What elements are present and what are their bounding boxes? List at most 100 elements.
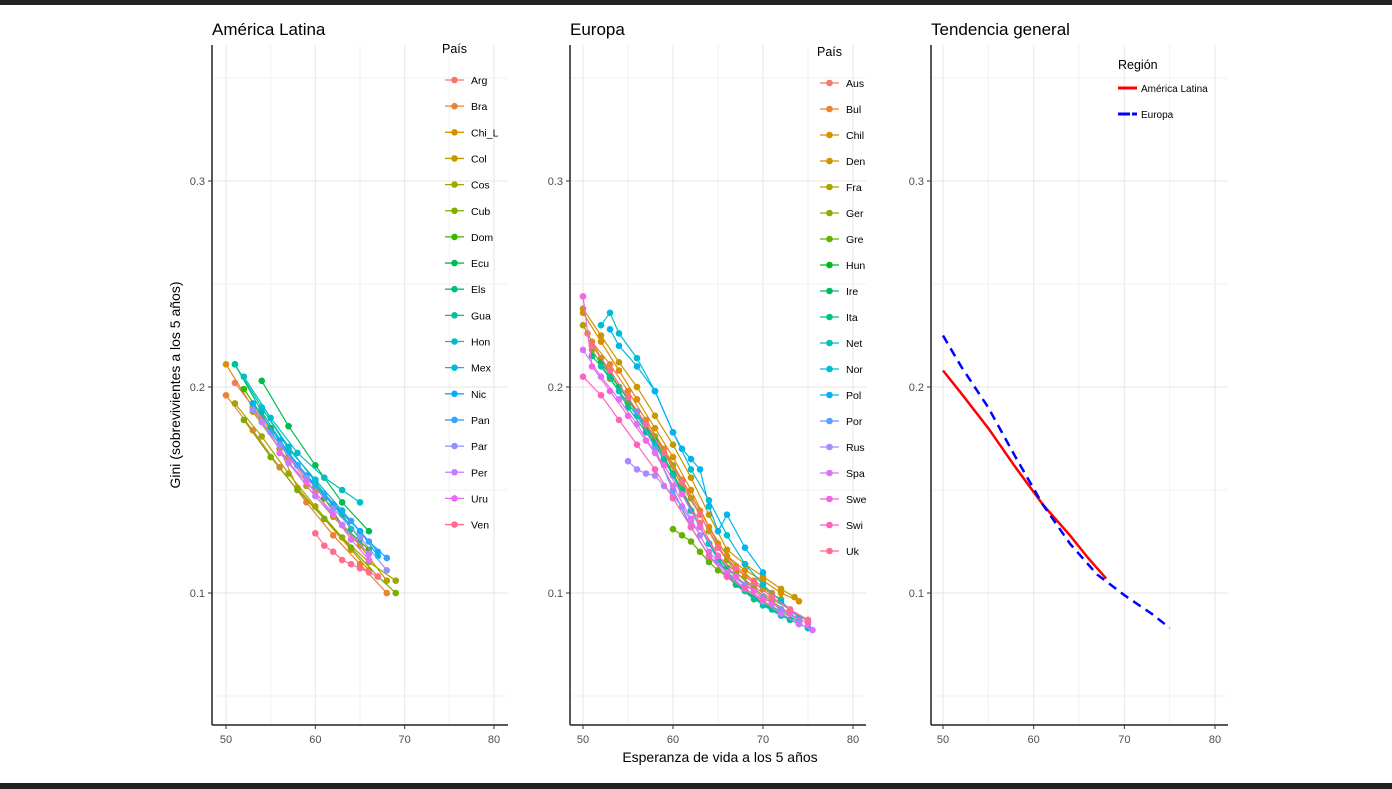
data-point-hon bbox=[356, 499, 364, 506]
legend-label: Ven bbox=[471, 520, 489, 532]
data-point-spa bbox=[795, 620, 803, 628]
data-point-spa bbox=[687, 515, 695, 523]
legend-label: Nor bbox=[846, 364, 863, 376]
data-point-ven bbox=[320, 542, 328, 549]
series-line-cub bbox=[243, 419, 397, 594]
legend-label: Ire bbox=[846, 286, 858, 298]
data-point-den bbox=[651, 412, 659, 420]
data-point-ven bbox=[365, 569, 373, 576]
legend-key-point bbox=[826, 547, 833, 555]
legend-label: Mex bbox=[471, 363, 492, 375]
top-border bbox=[0, 0, 1392, 5]
data-point-nic bbox=[374, 548, 382, 556]
legend-label: Den bbox=[846, 156, 865, 168]
panel-title: América Latina bbox=[212, 20, 326, 39]
data-point-net bbox=[597, 363, 605, 370]
legend-key-point bbox=[451, 495, 458, 502]
legend-key-point bbox=[826, 287, 833, 295]
data-point-ven bbox=[329, 548, 337, 556]
data-point-net bbox=[615, 387, 623, 395]
legend-label: Ger bbox=[846, 208, 864, 220]
legend-key-point bbox=[451, 76, 458, 84]
y-tick-label: 0.1 bbox=[548, 588, 563, 600]
data-point-chi_l bbox=[222, 361, 230, 368]
panel-0: 50 60 70 80 0.1 0.2 0.3 América Latina País Arg Br… bbox=[190, 20, 508, 746]
data-point-gua bbox=[347, 525, 355, 533]
data-point-uk bbox=[660, 449, 668, 457]
legend-key-point bbox=[826, 131, 833, 139]
legend-key-point bbox=[826, 157, 833, 165]
data-point-den bbox=[669, 441, 677, 448]
data-point-swi bbox=[705, 552, 713, 560]
data-point-chil bbox=[795, 597, 803, 605]
data-point-nor bbox=[606, 309, 614, 317]
data-point-ecu bbox=[258, 377, 266, 385]
data-point-hon bbox=[320, 474, 328, 481]
data-point-pol bbox=[696, 466, 704, 473]
x-tick-label: 60 bbox=[667, 734, 679, 746]
data-point-cos bbox=[392, 577, 400, 584]
data-point-nor bbox=[687, 466, 695, 473]
data-point-uk bbox=[588, 342, 596, 350]
data-point-per bbox=[338, 521, 346, 529]
data-point-pol bbox=[651, 387, 659, 395]
x-axis-title: Esperanza de vida a los 5 años bbox=[622, 749, 817, 765]
data-point-pan bbox=[365, 538, 373, 545]
legend-key-point bbox=[826, 105, 833, 113]
legend-label: Hon bbox=[471, 337, 490, 349]
data-point-uk bbox=[786, 606, 794, 613]
data-point-swe bbox=[768, 600, 776, 607]
legend-label: Uk bbox=[846, 546, 860, 558]
data-point-bra bbox=[383, 589, 391, 597]
x-tick-label: 60 bbox=[309, 734, 321, 746]
data-point-mex bbox=[312, 476, 319, 484]
data-point-uk bbox=[732, 564, 740, 572]
legend-key-point bbox=[826, 391, 833, 399]
data-point-ecu bbox=[285, 422, 292, 430]
legend-key-point bbox=[826, 417, 833, 425]
data-point-spa bbox=[597, 373, 605, 381]
legend-key-point bbox=[451, 338, 458, 345]
data-point-uk bbox=[714, 544, 722, 551]
data-point-pan bbox=[383, 554, 391, 562]
legend-title: País bbox=[817, 45, 842, 59]
data-point-rus bbox=[624, 457, 632, 465]
legend-key-point bbox=[451, 364, 458, 371]
data-point-cub bbox=[320, 515, 328, 523]
data-point-bra bbox=[249, 426, 257, 434]
data-point-bul bbox=[606, 361, 614, 368]
series-line-hon bbox=[243, 376, 361, 503]
x-tick-label: 70 bbox=[757, 734, 769, 746]
data-point-swe bbox=[696, 523, 704, 531]
data-point-nor bbox=[615, 330, 623, 337]
legend-label: Nic bbox=[471, 389, 486, 401]
bottom-border bbox=[0, 783, 1392, 789]
data-point-den bbox=[777, 585, 785, 593]
data-point-nor bbox=[723, 532, 731, 539]
y-tick-label: 0.3 bbox=[909, 176, 924, 188]
y-tick-label: 0.1 bbox=[909, 588, 924, 600]
legend-key-point bbox=[451, 102, 458, 110]
data-point-par bbox=[249, 406, 257, 413]
x-tick-label: 50 bbox=[577, 734, 589, 746]
data-point-ecu bbox=[365, 527, 373, 535]
legend-label: Uru bbox=[471, 493, 488, 505]
data-point-pan bbox=[347, 517, 355, 525]
y-axis-title: Gini (sobrevivientes a los 5 años) bbox=[167, 282, 183, 489]
data-point-nor bbox=[597, 321, 605, 329]
data-point-ven bbox=[338, 556, 346, 564]
legend-label: Swi bbox=[846, 520, 863, 532]
data-point-swe bbox=[588, 363, 596, 370]
legend-label: Par bbox=[471, 441, 488, 453]
data-point-swe bbox=[579, 293, 587, 300]
data-point-uru bbox=[303, 478, 310, 486]
data-point-pol bbox=[615, 342, 623, 350]
data-point-den bbox=[633, 383, 641, 391]
series-line-par bbox=[252, 409, 388, 571]
legend-key-point bbox=[451, 521, 458, 528]
legend-label: Europa bbox=[1141, 110, 1174, 121]
legend-title: País bbox=[442, 42, 467, 56]
legend-key-point bbox=[451, 442, 458, 450]
legend-label: Pol bbox=[846, 390, 861, 402]
data-point-den bbox=[687, 474, 695, 481]
